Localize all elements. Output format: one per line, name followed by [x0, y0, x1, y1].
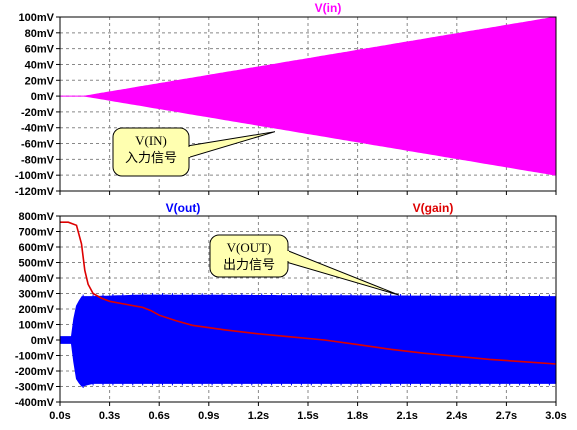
xtick-label: 1.2s	[248, 410, 269, 422]
bottom-callout-text: V(OUT)	[227, 240, 272, 255]
bottom-ytick-label: -400mV	[15, 397, 55, 409]
top-ytick-label: -120mV	[15, 186, 55, 198]
xtick-label: 2.7s	[496, 410, 517, 422]
series-vout-waveform	[60, 294, 557, 387]
top-ytick-label: -100mV	[15, 170, 55, 182]
top-ytick-label: 100mV	[19, 12, 55, 24]
legend-vout: V(out)	[166, 201, 201, 215]
xtick-label: 0.6s	[148, 410, 169, 422]
bottom-ytick-label: 200mV	[19, 304, 55, 316]
top-ytick-label: 20mV	[25, 75, 55, 87]
top-ytick-label: -80mV	[21, 154, 55, 166]
top-ytick-label: -60mV	[21, 139, 55, 151]
top-callout-text: V(IN)	[135, 133, 167, 148]
bottom-ytick-label: -100mV	[15, 351, 55, 363]
bottom-ytick-label: -200mV	[15, 366, 55, 378]
xtick-label: 2.4s	[446, 410, 467, 422]
bottom-ytick-label: 500mV	[19, 258, 55, 270]
xtick-label: 0.9s	[198, 410, 219, 422]
xtick-label: 2.1s	[396, 410, 417, 422]
top-callout-joint	[186, 147, 190, 157]
top-ytick-label: 0mV	[31, 91, 55, 103]
bottom-ytick-label: 400mV	[19, 273, 55, 285]
bottom-callout-pointer	[285, 249, 400, 296]
bottom-ytick-label: 800mV	[19, 211, 55, 223]
bottom-callout-text: 出力信号	[223, 257, 275, 272]
top-ytick-label: 40mV	[25, 59, 55, 71]
top-ytick-label: 80mV	[25, 28, 55, 40]
xtick-label: 1.8s	[347, 410, 368, 422]
top-callout-pointer	[186, 131, 276, 159]
bottom-ytick-label: 300mV	[19, 289, 55, 301]
bottom-ytick-label: 600mV	[19, 242, 55, 254]
bottom-callout-joint	[285, 251, 289, 261]
legend-vgain: V(gain)	[413, 201, 454, 215]
top-callout-text: 入力信号	[125, 150, 177, 165]
bottom-ytick-label: 0mV	[31, 335, 55, 347]
bottom-ytick-label: 100mV	[19, 320, 55, 332]
bottom-ytick-label: -300mV	[15, 382, 55, 394]
top-ytick-label: 60mV	[25, 44, 55, 56]
top-ytick-label: -20mV	[21, 107, 55, 119]
xtick-label: 3.0s	[545, 410, 566, 422]
xtick-label: 0.0s	[49, 410, 70, 422]
legend-vin: V(in)	[315, 1, 342, 15]
xtick-label: 1.5s	[297, 410, 318, 422]
series-vgain-line	[60, 221, 557, 365]
xtick-label: 0.3s	[99, 410, 120, 422]
bottom-ytick-label: 700mV	[19, 227, 55, 239]
top-ytick-label: -40mV	[21, 123, 55, 135]
